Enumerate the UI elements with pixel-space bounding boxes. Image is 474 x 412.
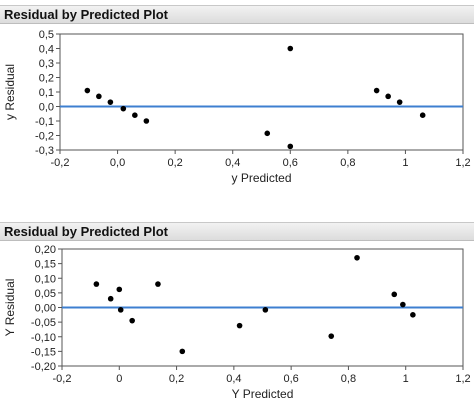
x-axis-label: y Predicted (231, 171, 291, 185)
data-point (96, 93, 102, 100)
y-axis-label: Y Residual (3, 279, 17, 337)
data-point (155, 281, 161, 287)
data-point (354, 254, 360, 261)
data-point (236, 322, 243, 329)
x-tick-label: -0,2 (53, 373, 72, 385)
x-tick-label: 1,2 (455, 373, 470, 385)
data-point (410, 312, 416, 318)
residual-plot-2: -0,20-0,15-0,10-0,050,000,050,100,150,20… (3, 244, 471, 401)
data-point (143, 118, 150, 124)
panel-header-1[interactable]: Residual by Predicted Plot (0, 5, 474, 24)
data-point (287, 143, 294, 150)
y-tick-label: 0,3 (39, 58, 54, 70)
x-tick-label: 1 (402, 157, 408, 169)
x-tick-label: 0 (116, 373, 122, 385)
y-tick-label: -0,2 (35, 131, 54, 143)
y-axis-label: y Residual (3, 64, 17, 120)
data-point (132, 112, 138, 118)
y-tick-label: -0,1 (35, 116, 54, 128)
x-tick-label: 0,8 (340, 157, 355, 169)
x-tick-label: -0,2 (51, 157, 70, 169)
data-point (116, 286, 123, 293)
data-point (262, 307, 269, 313)
panel-title-2: Residual by Predicted Plot (4, 224, 168, 239)
data-point (107, 99, 114, 105)
data-point (396, 99, 403, 105)
y-tick-label: 0,10 (35, 273, 56, 285)
x-tick-label: 0,4 (226, 373, 241, 385)
data-point (120, 105, 127, 112)
y-tick-label: 0,1 (39, 87, 54, 99)
residual-plot-1: -0,3-0,2-0,10,00,10,20,30,40,5-0,2 0,0 0,2… (3, 29, 471, 185)
y-tick-label: -0,05 (31, 317, 56, 329)
data-point (400, 301, 406, 308)
y-tick-label: -0,3 (35, 145, 54, 157)
y-tick-label: 0,05 (35, 288, 56, 300)
y-tick-label: 0,5 (39, 29, 54, 41)
x-tick-label: 0,2 (169, 373, 184, 385)
x-tick-label: 1 (403, 373, 409, 385)
panel-header-2[interactable]: Residual by Predicted Plot (0, 222, 474, 241)
data-point (373, 87, 380, 94)
x-tick-label: 0,0 (110, 157, 125, 169)
data-point (129, 317, 135, 324)
x-tick-label: 1,2 (455, 157, 470, 169)
y-tick-label: 0,00 (35, 303, 56, 315)
data-point (385, 93, 391, 100)
y-tick-label: -0,15 (31, 346, 56, 358)
y-tick-label: -0,10 (31, 332, 56, 344)
y-tick-label: 0,20 (35, 244, 56, 256)
data-point (84, 87, 91, 94)
data-point (179, 348, 186, 355)
y-tick-label: 0,15 (35, 259, 56, 271)
y-tick-label: 0,4 (39, 44, 54, 56)
data-point (419, 112, 426, 118)
data-point (328, 333, 335, 339)
y-tick-label: 0,0 (39, 102, 54, 114)
plot-frame (59, 33, 464, 151)
data-point (287, 45, 294, 52)
x-tick-label: 0,6 (283, 157, 298, 169)
data-point (264, 130, 271, 137)
data-point (93, 281, 100, 287)
x-tick-label: 0,4 (225, 157, 240, 169)
y-tick-label: -0,20 (31, 361, 56, 373)
x-axis-label: Y Predicted (232, 387, 294, 401)
data-point (391, 291, 398, 298)
data-point (107, 295, 114, 302)
panel-title-1: Residual by Predicted Plot (4, 7, 168, 22)
x-tick-label: 0,8 (341, 373, 356, 385)
x-tick-label: 0,6 (283, 373, 298, 385)
x-tick-label: 0,2 (167, 157, 182, 169)
y-tick-label: 0,2 (39, 73, 54, 85)
data-point (117, 307, 124, 313)
